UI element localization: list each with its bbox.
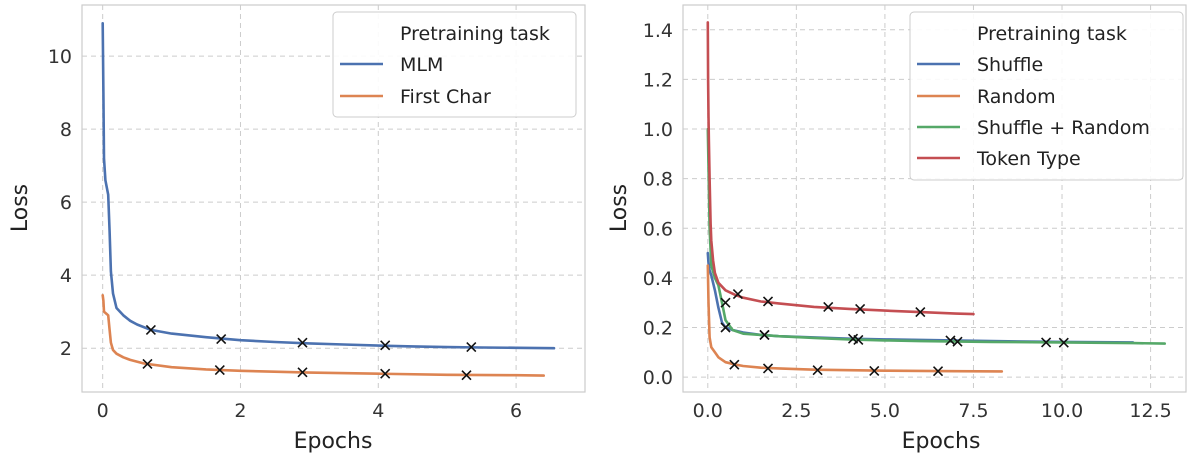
- right-marker-shuffle-random: [1041, 337, 1052, 348]
- right-x-tick-label: 10.0: [1041, 400, 1083, 422]
- right-legend-label-shuffle: Shuffle: [977, 54, 1043, 76]
- right-marker-token-type: [732, 288, 743, 300]
- right-y-tick-label: 0.0: [643, 367, 673, 389]
- right-series-line-token-type: [706, 21, 975, 316]
- right-plot-frame: [682, 4, 1187, 393]
- right-x-tick-label: 0.0: [693, 400, 723, 422]
- right-y-tick-label: 0.2: [643, 318, 673, 340]
- left-plot-frame: [81, 4, 586, 393]
- right-marker-token-type: [720, 297, 731, 308]
- right-marker-shuffle-random: [952, 336, 963, 347]
- right-marker-shuffle-random: [759, 329, 770, 341]
- left-series-line-mlm: [101, 21, 556, 350]
- right-legend-title: Pretraining task: [977, 23, 1127, 45]
- right-marker-random: [762, 363, 774, 374]
- left-y-axis-label: Loss: [8, 184, 33, 232]
- left-legend-label-first-char: First Char: [400, 86, 491, 108]
- right-marker-shuffle-random: [853, 334, 864, 345]
- right-marker-token-type: [823, 301, 834, 312]
- left-marker-mlm: [380, 340, 391, 351]
- right-marker-token-type: [915, 307, 926, 318]
- left-y-tick-label: 6: [60, 192, 72, 214]
- left-y-tick-label: 4: [60, 265, 72, 287]
- left-legend-title: Pretraining task: [400, 23, 550, 45]
- left-x-tick-label: 4: [372, 400, 384, 422]
- left-x-tick-label: 2: [234, 400, 246, 422]
- right-x-axis-label: Epochs: [902, 429, 981, 454]
- right-series-line-shuffle-random: [706, 127, 1166, 345]
- left-y-tick-label: 2: [60, 338, 72, 360]
- left-marker-mlm: [466, 342, 477, 353]
- left-marker-first-char: [142, 358, 153, 369]
- left-marker-first-char: [461, 370, 472, 381]
- right-marker-random: [729, 359, 740, 370]
- right-x-tick-label: 7.5: [958, 400, 988, 422]
- left-series-line-first-char: [101, 293, 546, 377]
- right-legend-label-token-type: Token Type: [976, 148, 1081, 170]
- right-chart-panel: Epochs Loss 0.0 2.5 5.0 7.5 10.0 12.5 0.0 0.2 0.…: [607, 4, 1187, 454]
- right-marker-token-type: [762, 296, 774, 307]
- right-legend-label-random: Random: [977, 86, 1056, 108]
- left-marker-first-char: [380, 368, 391, 379]
- right-legend: Pretraining task Shuffle Random Shuffle …: [909, 11, 1184, 181]
- left-legend-label-mlm: MLM: [400, 54, 443, 76]
- right-marker-shuffle: [720, 322, 731, 333]
- right-legend-label-shuffle-random: Shuffle + Random: [977, 117, 1150, 139]
- right-legend-box: [909, 11, 1184, 181]
- right-marker-random: [932, 366, 944, 377]
- right-y-tick-label: 0.8: [643, 169, 673, 191]
- left-marker-mlm: [145, 324, 156, 335]
- right-y-tick-label: 0.4: [643, 268, 673, 290]
- right-y-axis-label: Loss: [607, 184, 632, 232]
- right-x-tick-label: 12.5: [1129, 400, 1171, 422]
- left-chart-panel: Epochs Loss 0 2 4 6 2 4 6 8 10 Pretraining task …: [8, 4, 586, 454]
- right-x-tick-label: 2.5: [781, 400, 811, 422]
- left-marker-first-char: [214, 365, 225, 376]
- left-legend-box: [332, 11, 577, 118]
- right-marker-random: [869, 365, 880, 376]
- left-legend: Pretraining task MLM First Char: [332, 11, 577, 118]
- left-marker-mlm: [297, 337, 308, 348]
- left-x-tick-label: 6: [510, 400, 522, 422]
- right-y-tick-label: 1.4: [643, 20, 673, 42]
- right-x-tick-label: 5.0: [870, 400, 900, 422]
- right-y-tick-label: 1.0: [643, 119, 673, 141]
- right-marker-token-type: [855, 303, 866, 314]
- right-y-tick-label: 1.2: [643, 69, 673, 91]
- left-x-axis-label: Epochs: [294, 429, 373, 454]
- right-marker-random: [812, 365, 823, 376]
- right-y-tick-label: 0.6: [643, 218, 673, 240]
- left-y-tick-label: 8: [60, 119, 72, 141]
- left-marker-mlm: [216, 333, 227, 345]
- left-x-tick-label: 0: [97, 400, 109, 422]
- left-marker-first-char: [297, 367, 308, 378]
- right-series-line-random: [706, 264, 1004, 373]
- left-y-tick-label: 10: [48, 46, 72, 68]
- right-marker-shuffle-random: [1058, 337, 1069, 348]
